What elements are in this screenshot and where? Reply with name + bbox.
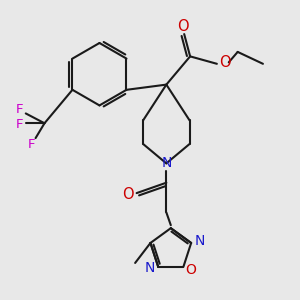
- Text: O: O: [219, 55, 231, 70]
- Text: F: F: [27, 138, 35, 151]
- Text: N: N: [161, 156, 172, 170]
- Text: F: F: [16, 118, 24, 131]
- Text: N: N: [194, 235, 205, 248]
- Text: O: O: [122, 187, 134, 202]
- Text: O: O: [185, 263, 196, 277]
- Text: O: O: [177, 19, 188, 34]
- Text: N: N: [145, 261, 155, 275]
- Text: F: F: [16, 103, 24, 116]
